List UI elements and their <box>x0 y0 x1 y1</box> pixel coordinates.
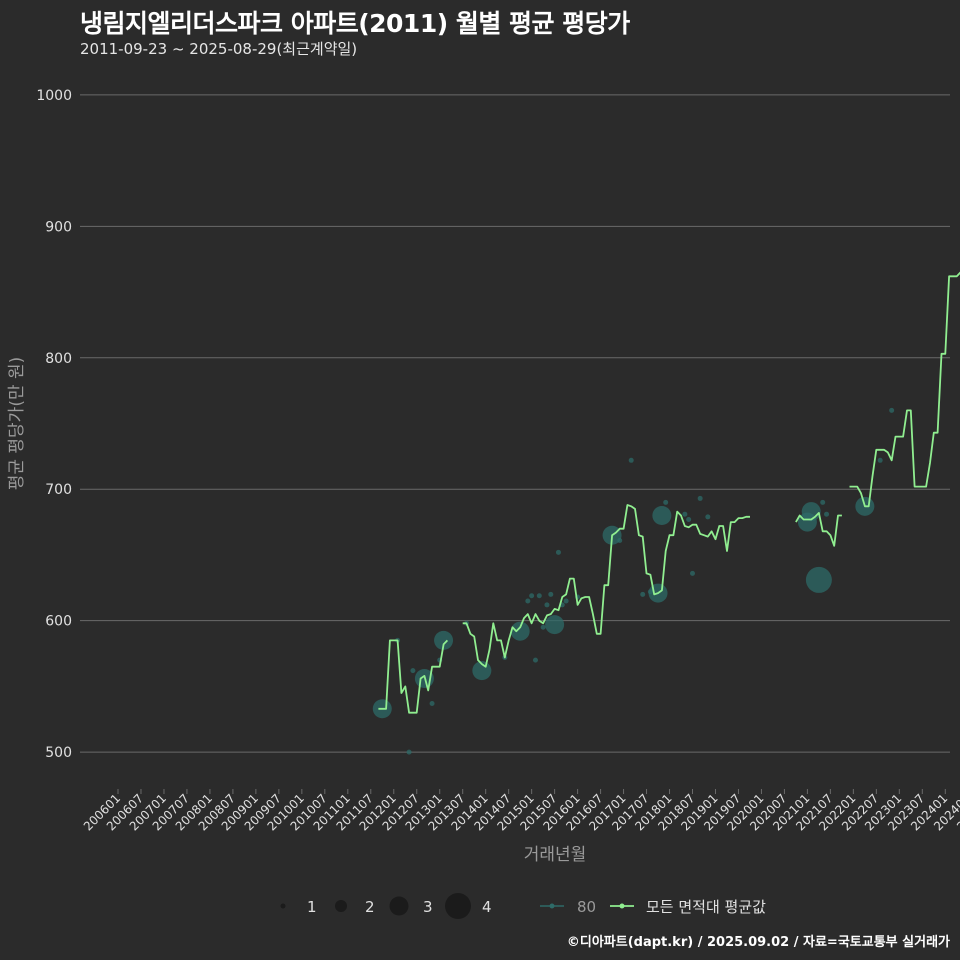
data-point <box>545 615 565 635</box>
data-point <box>617 537 623 543</box>
data-point <box>406 749 412 755</box>
footer-credit: ©디아파트(dapt.kr) / 2025.09.02 / 자료=국토교통부 실… <box>566 935 950 950</box>
legend-size-key <box>280 903 286 909</box>
legend-size-key <box>445 893 471 919</box>
data-point <box>536 593 542 599</box>
data-point <box>434 630 454 650</box>
data-point <box>697 495 703 501</box>
y-tick-label: 500 <box>45 745 72 761</box>
y-tick-label: 600 <box>45 614 72 630</box>
series-line <box>849 271 960 508</box>
legend-size-label: 4 <box>482 898 492 916</box>
y-axis-label: 평균 평당가(만 원) <box>7 357 27 491</box>
data-point <box>555 549 561 555</box>
chart-subtitle: 2011-09-23 ~ 2025-08-29(최근계약일) <box>80 40 358 58</box>
series-line <box>378 639 449 714</box>
series-line <box>462 504 750 668</box>
data-point <box>652 506 672 526</box>
data-point <box>410 668 416 674</box>
legend-size-key <box>389 896 409 916</box>
data-point <box>540 624 546 630</box>
legend-size-label: 1 <box>307 898 317 916</box>
data-point <box>429 700 435 706</box>
data-point <box>686 516 692 522</box>
data-point <box>529 593 535 599</box>
data-point <box>544 602 550 608</box>
data-point <box>805 566 832 593</box>
data-point <box>682 511 688 517</box>
data-point <box>510 621 530 641</box>
legend-point-label: 80 <box>577 898 596 916</box>
data-point <box>820 499 826 505</box>
data-point <box>640 591 646 597</box>
y-tick-label: 700 <box>45 482 72 498</box>
data-point <box>877 457 883 463</box>
data-point <box>525 598 531 604</box>
data-point <box>690 570 695 576</box>
data-point <box>824 511 830 517</box>
data-point <box>889 407 895 413</box>
data-point <box>801 502 821 522</box>
x-axis-label: 거래년월 <box>524 845 587 865</box>
legend-line-dot <box>619 903 625 909</box>
y-tick-label: 900 <box>45 219 72 235</box>
legend-point-key <box>549 903 555 909</box>
legend-size-label: 2 <box>365 898 375 916</box>
data-point <box>563 598 569 604</box>
legend-line-label: 모든 면적대 평균값 <box>646 898 766 916</box>
data-point <box>705 514 711 520</box>
data-point <box>628 457 634 463</box>
data-point <box>663 499 669 505</box>
y-tick-label: 800 <box>45 351 72 367</box>
legend-size-label: 3 <box>423 898 433 916</box>
data-point <box>532 657 538 663</box>
series-line <box>795 512 842 547</box>
data-point <box>548 591 554 597</box>
y-tick-label: 1000 <box>36 88 72 104</box>
legend-size-key <box>335 900 347 912</box>
chart-title: 냉림지엘리더스파크 아파트(2011) 월별 평균 평당가 <box>80 9 630 38</box>
